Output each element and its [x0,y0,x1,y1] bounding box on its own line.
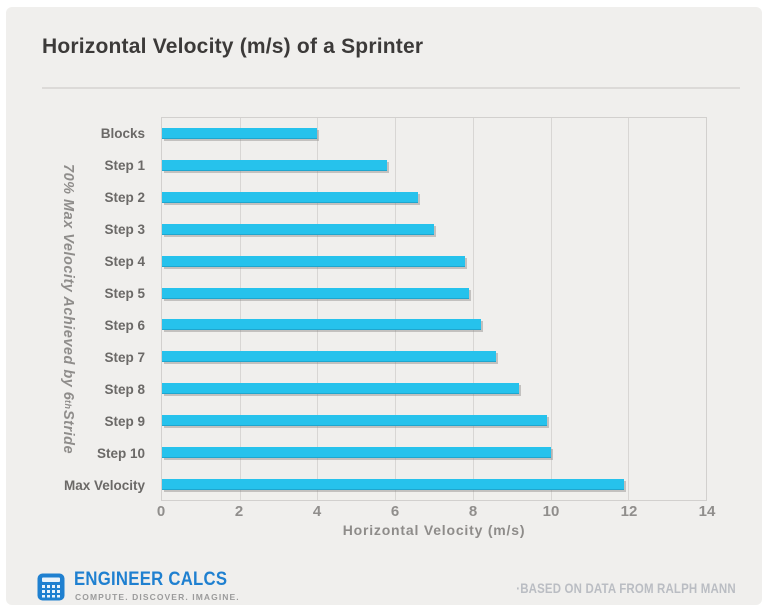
gridline [317,118,319,500]
category-label: Blocks [100,125,145,141]
y-axis-title-superscript: th [63,400,73,410]
category-label: Step 10 [96,445,145,461]
bar-row [162,436,706,468]
gridline [628,118,630,500]
chart-title: Horizontal Velocity (m/s) of a Sprinter [42,35,424,58]
bar-row [162,150,706,182]
x-tick-label: 12 [620,503,638,520]
x-axis-title: Horizontal Velocity (m/s) [342,522,526,538]
title-divider [42,87,740,89]
category-label: Step 1 [104,157,145,173]
category-label: Step 9 [104,413,145,429]
plot-area [161,117,707,501]
category-label: Step 6 [104,317,145,333]
brand-name: ENGINEER CALCS [74,569,228,590]
category-labels: Blocks Step 1 Step 2 Step 3 Step 4 Step 5 Step… [40,117,154,501]
x-tick-label: 2 [234,503,244,520]
x-tick-label: 0 [156,503,166,520]
gridline [395,118,397,500]
category-label: Step 8 [104,381,145,397]
bar-row [162,213,706,245]
bar-row [162,373,706,405]
bar-row [162,277,706,309]
category-label: Step 3 [104,221,145,237]
bar-row [162,341,706,373]
bar-row [162,182,706,214]
bar-row [162,245,706,277]
bar-row [162,309,706,341]
category-label: Step 5 [104,285,145,301]
y-axis-title-suffix: Stride [60,409,76,454]
x-tick-label: 6 [390,503,400,520]
gridline [550,118,552,500]
x-ticks: 0 2 4 6 8 10 12 14 [157,503,716,521]
y-axis-title-text: 70% Max Velocity Achieved by 6 [60,164,76,401]
gridlines [162,118,706,500]
bars-container [162,118,706,500]
gridline [239,118,241,500]
bar [162,160,388,172]
category-label: Step 7 [104,349,145,365]
bar [162,319,481,331]
bar [162,223,434,235]
bar [162,351,497,363]
bar [162,255,466,267]
bar-row [162,404,706,436]
category-label: Step 4 [104,253,145,269]
calculator-icon [36,572,66,607]
x-tick-label: 8 [468,503,478,520]
x-tick-label: 14 [698,503,716,520]
brand-tagline: COMPUTE. DISCOVER. IMAGINE. [75,592,240,602]
bar [162,287,469,299]
bar [162,383,520,395]
gridline [472,118,474,500]
category-label: Max Velocity [63,477,145,493]
bar [162,128,318,140]
x-tick-label: 4 [312,503,322,520]
bar-row [162,468,706,500]
bar-row [162,118,706,150]
chart-card: Horizontal Velocity (m/s) of a Sprinter … [6,7,762,605]
bar [162,478,625,490]
bar [162,192,419,204]
bar [162,446,551,458]
category-label: Step 2 [104,189,145,205]
bar [162,414,547,426]
data-source-note: ·BASED ON DATA FROM RALPH MANN [516,580,736,596]
x-tick-label: 10 [542,503,560,520]
